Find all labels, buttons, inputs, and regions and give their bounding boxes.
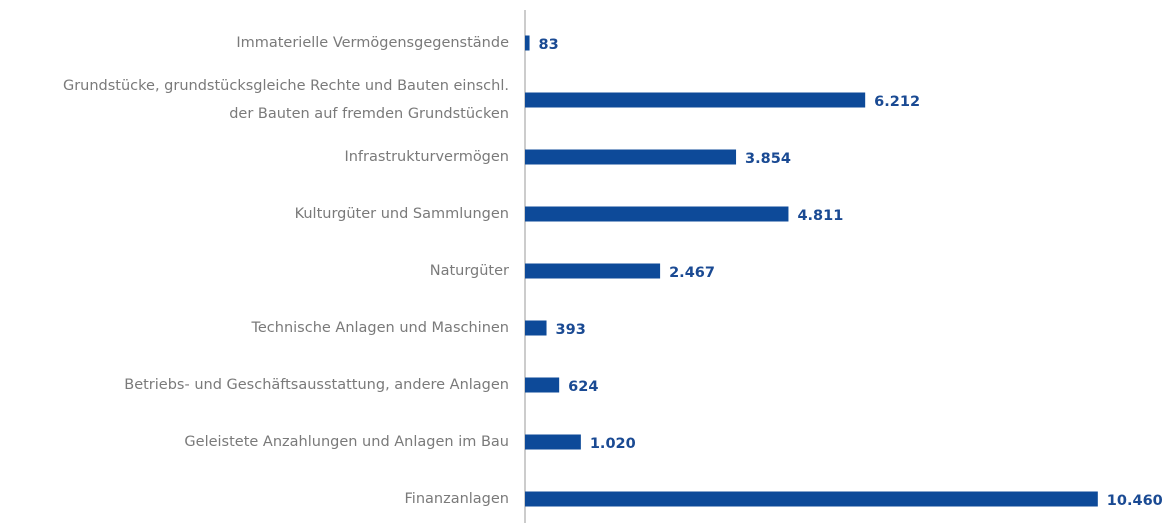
value-label: 6.212: [874, 94, 920, 110]
bar: [525, 92, 866, 108]
bar: [525, 491, 1098, 507]
value-label: 2.467: [669, 265, 715, 281]
category-label: Kulturgüter und Sammlungen: [294, 206, 509, 222]
category-label: Betriebs- und Geschäftsausstattung, ande…: [124, 377, 509, 393]
bar: [525, 377, 560, 393]
category-label: Geleistete Anzahlungen und Anlagen im Ba…: [184, 434, 509, 450]
category-label: Infrastrukturvermögen: [344, 149, 509, 165]
category-label: Finanzanlagen: [404, 491, 510, 507]
value-label: 3.854: [745, 151, 791, 167]
bar: [525, 35, 530, 51]
category-label: Technische Anlagen und Maschinen: [251, 320, 509, 336]
value-label: 10.460: [1107, 493, 1163, 509]
category-label: Grundstücke, grundstücksgleiche Rechte u…: [62, 78, 509, 122]
category-label: Immaterielle Vermögensgegenstände: [236, 35, 509, 51]
bar: [525, 320, 547, 336]
value-label: 4.811: [797, 208, 843, 224]
bar: [525, 206, 789, 222]
value-label: 624: [568, 379, 598, 395]
value-label: 83: [539, 37, 559, 53]
bar: [525, 434, 581, 450]
value-label: 1.020: [590, 436, 636, 452]
category-label: Naturgüter: [429, 263, 509, 279]
bar: [525, 149, 737, 165]
value-label: 393: [556, 322, 586, 338]
bar: [525, 263, 661, 279]
